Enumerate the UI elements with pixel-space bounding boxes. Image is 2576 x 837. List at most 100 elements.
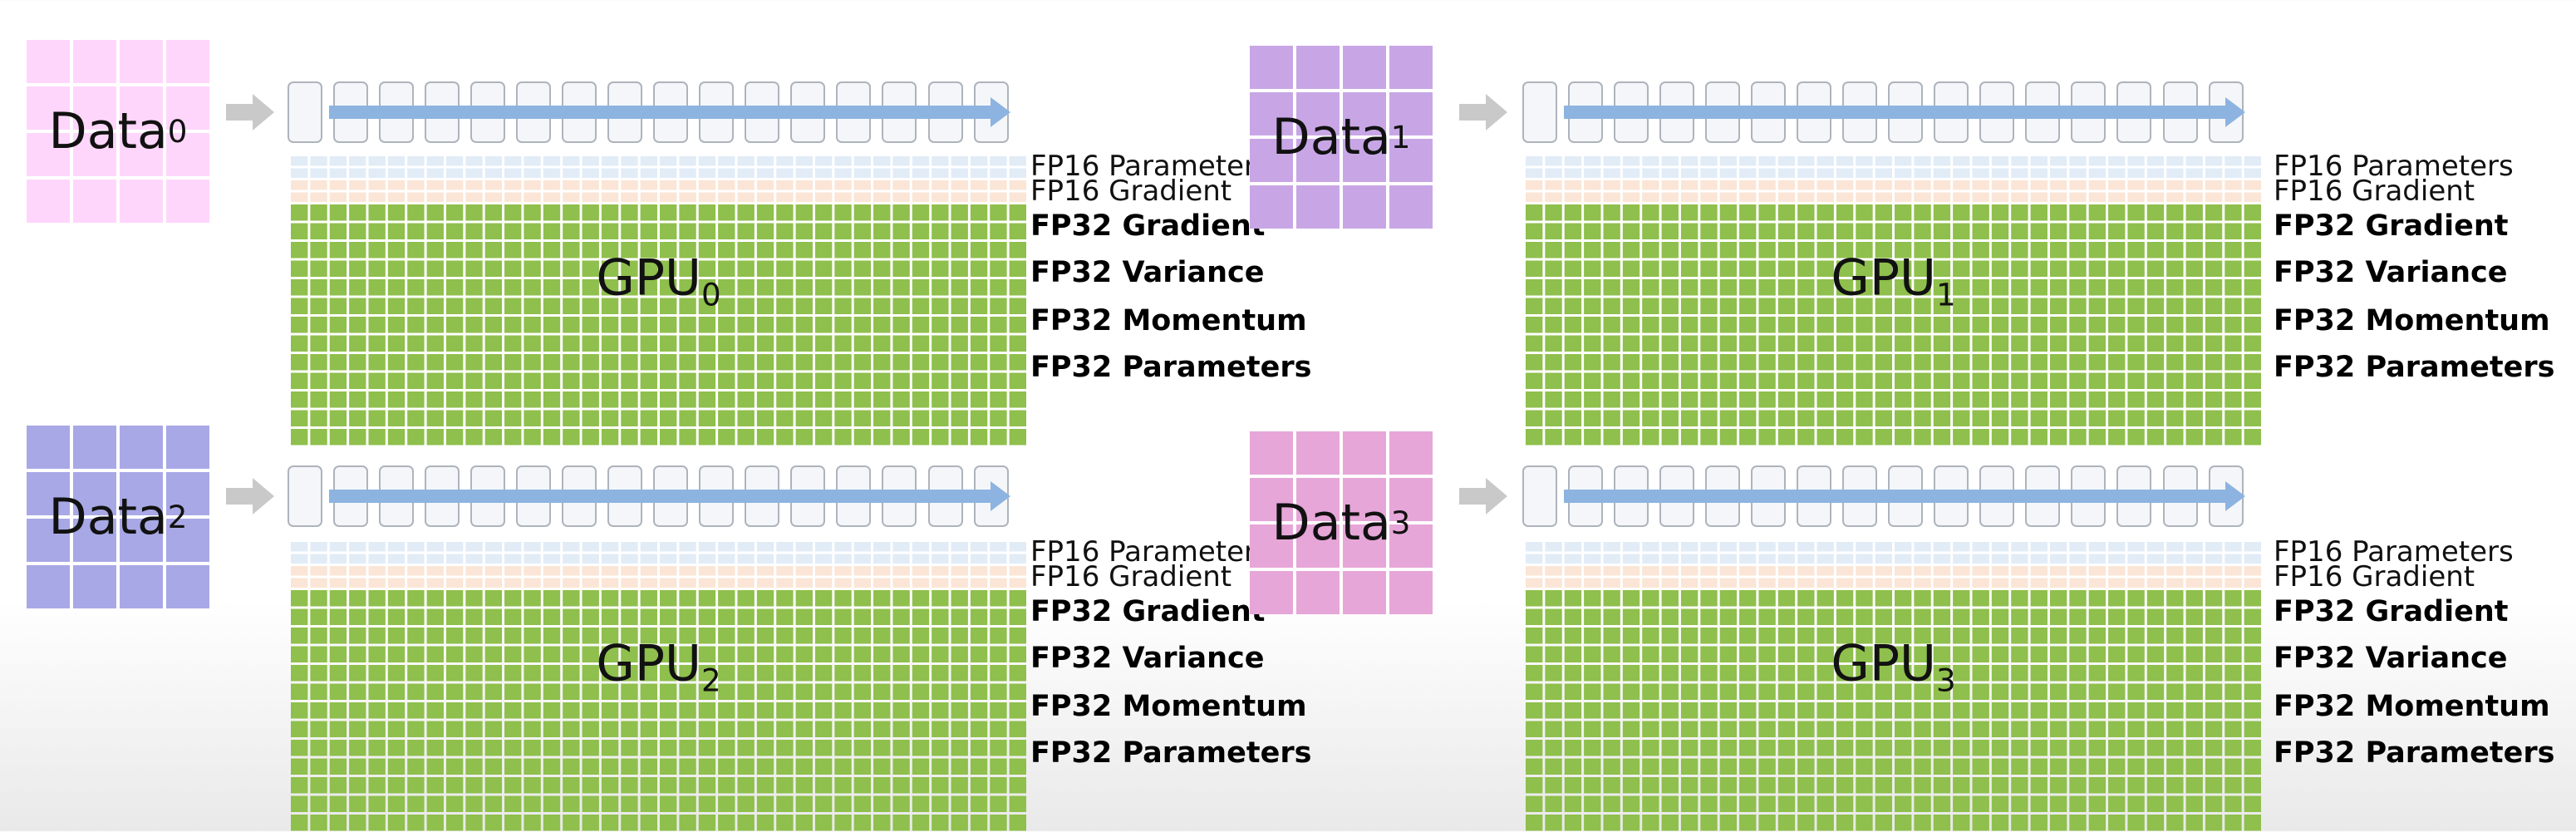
fp32-gradient-label: FP32 Gradient [2274,595,2509,628]
data-cell [120,426,163,469]
fp16-parameters-label: FP16 Parameters [2274,150,2514,183]
data-cell [73,565,116,608]
data-cell [166,426,209,469]
data-cell [1389,478,1433,521]
model-layer-box [288,81,322,143]
data-cell [1296,524,1340,568]
gpu-1-label: GPU1 [1831,249,1955,313]
input-arrow-icon [1459,94,1507,130]
gpu-label-index: 2 [701,662,721,699]
memory-cells [291,156,1026,446]
data-cell [1343,478,1386,521]
data-cell [166,86,209,130]
data-cell [27,40,70,83]
model-layers-row [288,465,1030,529]
fp32-parameters-label: FP32 Parameters [1030,736,1312,770]
fp32-variance-label: FP32 Variance [1030,256,1265,289]
data-cell [1250,524,1293,568]
data-cell [73,472,116,515]
data-cell [1389,185,1433,229]
gpu-1-memory-grid [1526,156,2261,451]
data-cell [120,519,163,562]
data-cell [166,180,209,223]
data-cell [1250,46,1293,89]
gpu-3-memory-grid [1526,542,2261,837]
data-cell [27,426,70,469]
forward-flow-arrow-icon [329,97,1010,127]
data-cell [1296,46,1340,89]
data-cell [166,133,209,176]
fp16-gradient-label: FP16 Gradient [2274,560,2475,593]
data-cell [1296,139,1340,182]
gpu-0-memory-grid [291,156,1026,451]
fp16-parameters-label: FP16 Parameters [2274,535,2514,569]
input-arrow-icon [226,478,274,515]
data-cell [27,133,70,176]
gpu-label-index: 3 [1935,662,1956,699]
data-cell [1296,185,1340,229]
data-cell [166,519,209,562]
data-cell [1296,431,1340,475]
forward-flow-arrow-icon [1564,97,2245,127]
data-cell [120,40,163,83]
model-layer-box [1522,465,1557,527]
data-cell [1389,139,1433,182]
forward-flow-arrow-icon [329,481,1010,511]
data-3-block: Data 3 [1250,431,1433,614]
data-cell [1343,139,1386,182]
input-arrow-icon [1459,478,1507,515]
data-cell [120,133,163,176]
forward-flow-arrow-icon [1564,481,2245,511]
model-layers-row [1522,81,2264,145]
memory-cells [1526,542,2261,831]
gpu-label-text: GPU [596,634,701,693]
data-cell [1250,571,1293,614]
fp32-parameters-label: FP32 Parameters [2274,351,2555,384]
data-1-block: Data 1 [1250,46,1433,229]
fp16-gradient-label: FP16 Gradient [1030,560,1232,593]
data-cell [73,40,116,83]
gpu-3-label: GPU3 [1831,634,1955,698]
data-cell [27,180,70,223]
data-cell [1343,524,1386,568]
fp32-variance-label: FP32 Variance [1030,642,1265,675]
fp32-gradient-label: FP32 Gradient [1030,209,1266,243]
data-cell [27,86,70,130]
fp32-variance-label: FP32 Variance [2274,256,2508,289]
data-cell [166,40,209,83]
fp32-variance-label: FP32 Variance [2274,642,2508,675]
data-cell [1250,139,1293,182]
fp32-parameters-label: FP32 Parameters [2274,736,2555,770]
model-layers-row [1522,465,2264,529]
data-cell [120,565,163,608]
data-cell [27,519,70,562]
fp32-momentum-label: FP32 Momentum [2274,690,2550,723]
memory-cells [1526,156,2261,446]
data-cell [73,519,116,562]
data-cell [1250,92,1293,135]
data-cell [120,180,163,223]
fp16-parameters-label: FP16 Parameters [1030,150,1271,183]
data-cell [166,472,209,515]
data-cell [1389,431,1433,475]
data-2-block: Data 2 [27,426,209,608]
fp32-momentum-label: FP32 Momentum [1030,690,1307,723]
data-cell [1343,185,1386,229]
data-cell [1389,46,1433,89]
gpu-label-text: GPU [596,249,701,308]
fp32-gradient-label: FP32 Gradient [2274,209,2509,243]
fp16-gradient-label: FP16 Gradient [2274,175,2475,208]
fp32-momentum-label: FP32 Momentum [1030,304,1307,337]
gpu-label-text: GPU [1831,634,1936,693]
data-cell [120,86,163,130]
data-cell [1250,478,1293,521]
data-cell [1343,431,1386,475]
gpu-label-index: 1 [1935,276,1956,313]
fp16-gradient-label: FP16 Gradient [1030,175,1232,208]
fp16-parameters-label: FP16 Parameters [1030,535,1271,569]
fp32-momentum-label: FP32 Momentum [2274,304,2550,337]
model-layers-row [288,81,1030,145]
data-cell [73,180,116,223]
gpu-2-memory-grid [291,542,1026,837]
